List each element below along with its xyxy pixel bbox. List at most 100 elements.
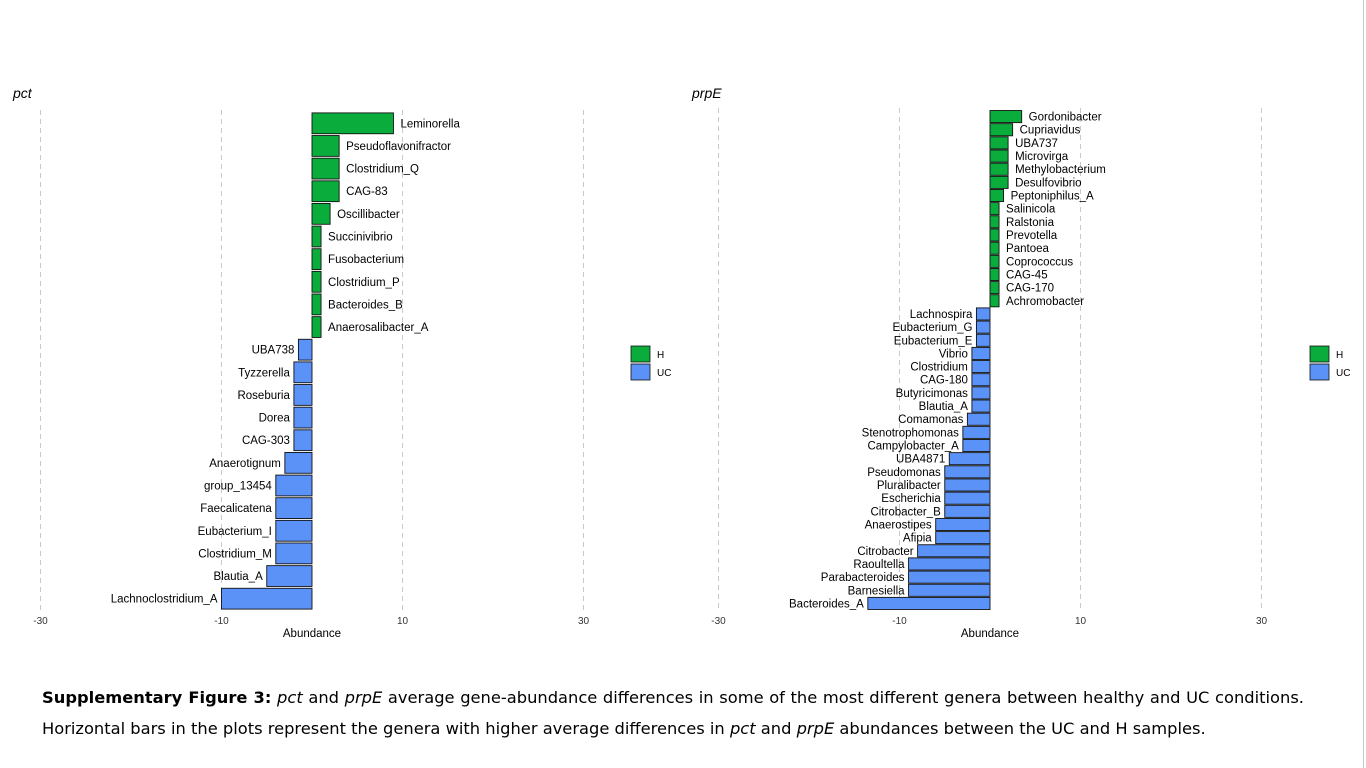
pct-bar-label: Clostridium_P [328,277,400,289]
prpe-bar-label: CAG-45 [1006,269,1048,281]
prpe-bar-label: Salinicola [1006,204,1056,216]
prpe-panel-title: prpE [691,85,722,101]
caption-text-and-2: and [755,719,797,738]
pct-bar [311,135,340,157]
prpe-bar [867,596,991,610]
prpe-bar [989,294,1000,308]
pct-bar [293,406,313,429]
pct-bar [311,293,322,316]
prpe-bar [989,189,1005,203]
pct-panel-title: pct [12,85,33,101]
prpe-bar-label: Gordonibacter [1029,112,1102,124]
prpe-bar [975,333,991,347]
pct-legend-label: UC [657,368,671,379]
prpe-bar-label: Eubacterium_G [893,322,973,334]
pct-x-axis-title: Abundance [283,628,341,640]
pct-bar-label: Anaerosalibacter_A [328,322,429,334]
pct-bar [311,270,322,293]
caption-gene-pct: pct [277,688,303,707]
prpe-bar-label: Pluralibacter [877,480,941,492]
prpe-bar-label: Escherichia [881,493,941,505]
prpe-bar [962,425,991,439]
pct-bar [311,248,322,270]
prpe-bar [989,267,1000,281]
pct-bar [311,157,340,180]
caption-text-and: and [302,688,345,707]
pct-bar [311,112,394,135]
prpe-bar [989,215,1000,229]
pct-bar-label: Bacteroides_B [328,299,403,311]
prpe-bar-label: Achromobacter [1006,296,1084,308]
prpe-bar-label: Stenotrophomonas [862,427,959,439]
prpe-bar-label: Anaerostipes [865,519,932,531]
prpe-bar-label: Vibrio [939,348,968,360]
pct-bar-label: Succinivibrio [328,232,393,244]
pct-tick-label: -30 [33,616,48,627]
pct-bar [311,180,340,203]
pct-bar-label: Anaerotignum [209,458,281,470]
prpe-bar [971,346,991,360]
pct-bar [275,497,313,519]
prpe-bar-label: Parabacteroides [821,572,905,584]
pct-bar [284,452,313,474]
pct-bar-label: Dorea [259,413,291,425]
pct-bar-label: Leminorella [400,118,460,130]
prpe-bar-label: Raoultella [853,559,905,571]
prpe-panel: prpE -30 -10 10 30 Abundance GordonibacterCup… [691,85,1350,640]
prpe-bar [971,399,991,413]
prpe-bar [989,175,1009,189]
prpe-bar [989,110,1023,124]
prpe-bar [908,557,991,571]
prpe-bar [962,439,991,453]
pct-bar-label: Faecalicatena [200,503,272,515]
caption-text-main: average gene-abundance differences in so… [42,688,1304,738]
prpe-bar [935,517,991,531]
pct-bar-label: Oscillibacter [337,209,400,221]
pct-bar-label: Tyzzerella [238,367,290,379]
prpe-bar-label: Ralstonia [1006,217,1055,229]
prpe-tick-label: 10 [1075,616,1087,627]
pct-bar-label: CAG-303 [242,435,290,447]
pct-bar-label: Blautia_A [214,571,264,583]
prpe-bar [944,478,991,492]
prpe-bar-label: Eubacterium_E [894,335,973,347]
pct-bar-label: Pseudoflavonifractor [346,141,451,153]
prpe-bar-label: UBA737 [1015,138,1058,150]
prpe-bar [948,452,991,466]
prpe-bar-label: Citrobacter [857,546,913,558]
prpe-bar [908,583,991,597]
prpe-legend-label: UC [1336,368,1350,379]
pct-tick-label: 10 [397,616,409,627]
prpe-tick-label: 30 [1256,616,1268,627]
prpe-bar [966,412,991,426]
pct-tick-label: -10 [214,616,229,627]
caption-gene-prpe: prpE [344,688,383,707]
prpe-bar-label: Microvirga [1015,151,1069,163]
pct-bar [221,587,313,610]
prpe-bar-label: Campylobacter_A [867,441,959,453]
caption-text-end: abundances between the UC and H samples. [834,719,1206,738]
prpe-bar [917,544,991,558]
pct-bar [293,384,313,406]
pct-legend-label: H [657,350,664,361]
figure-panels: pct -30 -10 10 30 Abundance Leminorella Pseudo… [12,85,1350,640]
prpe-bar-label: UBA4871 [896,454,945,466]
prpe-bar [989,241,1000,255]
prpe-bar-label: Pantoea [1006,243,1049,255]
prpe-bar-label: Peptoniphilus_A [1011,191,1094,203]
figure-caption: Supplementary Figure 3: pct and prpE ave… [42,682,1304,744]
prpe-bar-label: Butyricimonas [896,388,968,400]
pct-bar [311,225,322,248]
pct-panel: pct -30 -10 10 30 Abundance Leminorella Pseudo… [12,85,671,640]
prpe-bar-label: CAG-170 [1006,283,1054,295]
prpe-bar-label: Comamonas [898,414,963,426]
pct-bar [311,316,322,338]
prpe-bar-label: Afipia [903,533,932,545]
prpe-bar [989,136,1009,150]
pct-tick-label: 30 [578,616,590,627]
prpe-bar-label: Prevotella [1006,230,1058,242]
prpe-bar-label: Citrobacter_B [870,506,941,518]
caption-gene-pct-2: pct [729,719,756,738]
prpe-bar-label: Blautia_A [919,401,969,413]
pct-bar-label: Roseburia [237,390,290,402]
